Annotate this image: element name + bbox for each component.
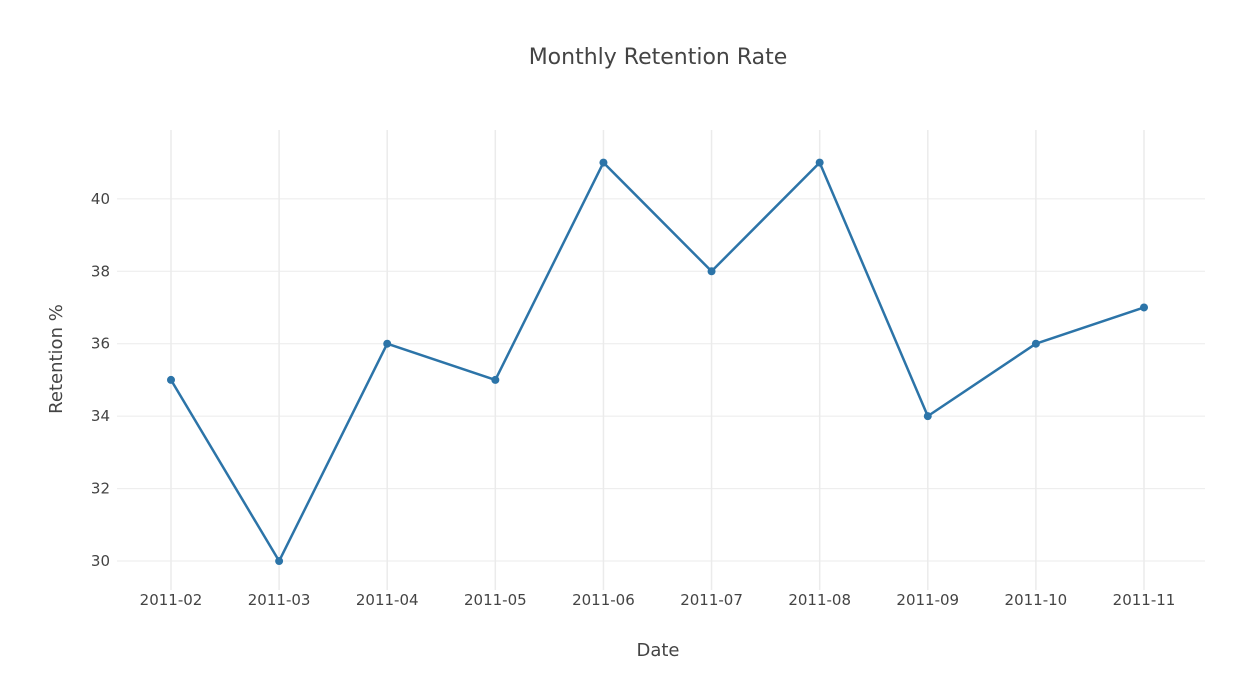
y-tick-label: 34	[91, 407, 110, 425]
x-tick-label: 2011-05	[464, 591, 527, 609]
y-axis-ticks: 30 32 34 36 38 40	[91, 190, 110, 570]
data-point	[167, 375, 175, 384]
data-point	[491, 375, 500, 384]
data-point	[815, 158, 824, 167]
x-tick-label: 2011-08	[788, 591, 851, 609]
y-tick-label: 38	[91, 262, 110, 280]
chart-title: Monthly Retention Rate	[529, 45, 788, 70]
y-tick-label: 30	[91, 552, 110, 570]
x-tick-label: 2011-06	[572, 591, 635, 609]
data-point	[599, 158, 608, 167]
x-axis-ticks: 2011-02 2011-03 2011-04 2011-05 2011-06 2011-…	[140, 591, 1176, 609]
data-point	[707, 267, 716, 276]
data-point	[1140, 303, 1148, 312]
series-line	[169, 161, 1145, 563]
x-tick-label: 2011-11	[1113, 591, 1176, 609]
data-point	[1031, 339, 1040, 348]
series-layer	[167, 158, 1148, 566]
x-tick-label: 2011-09	[896, 591, 959, 609]
x-tick-label: 2011-03	[248, 591, 311, 609]
x-tick-label: 2011-04	[356, 591, 419, 609]
x-tick-label: 2011-02	[140, 591, 203, 609]
y-tick-label: 36	[91, 335, 110, 353]
x-tick-label: 2011-07	[680, 591, 743, 609]
y-axis-title: Retention %	[46, 304, 67, 414]
y-tick-label: 40	[91, 190, 110, 208]
data-point	[383, 339, 392, 348]
x-axis-title: Date	[636, 640, 679, 661]
grid	[117, 130, 1205, 590]
data-point	[923, 412, 932, 421]
y-tick-label: 32	[91, 480, 110, 498]
x-tick-label: 2011-10	[1005, 591, 1068, 609]
data-point	[275, 557, 284, 566]
